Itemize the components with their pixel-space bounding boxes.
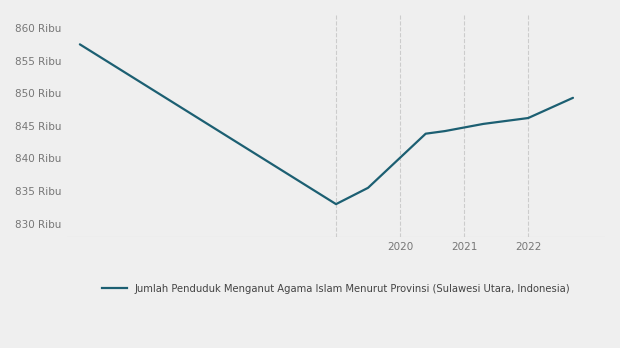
Legend: Jumlah Penduduk Menganut Agama Islam Menurut Provinsi (Sulawesi Utara, Indonesia: Jumlah Penduduk Menganut Agama Islam Men… [98,280,574,298]
